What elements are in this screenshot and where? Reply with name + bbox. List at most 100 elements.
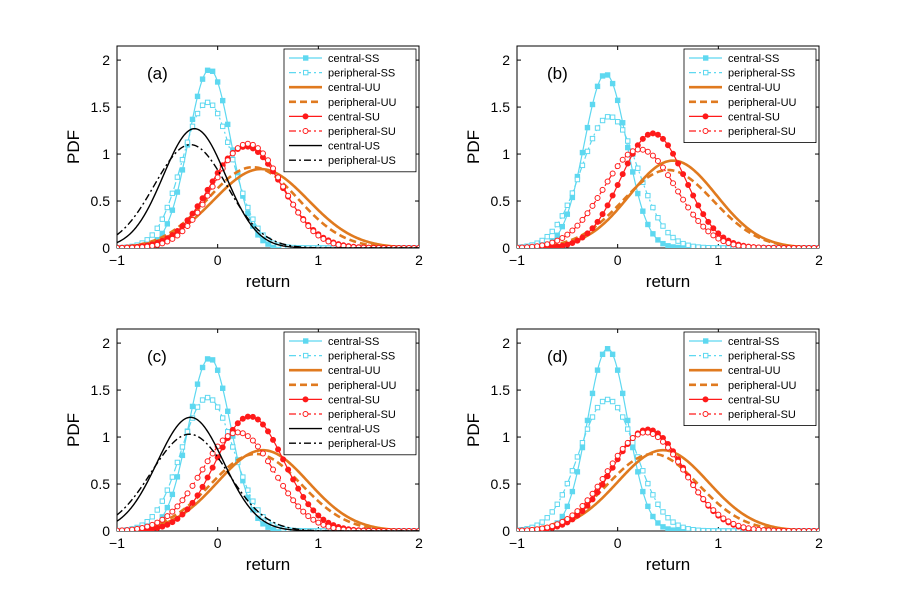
marker-peripheral-SU [609,460,616,467]
y-tick-label: 0 [102,240,110,256]
marker-central-SS [204,356,211,362]
marker-peripheral-SU [285,192,292,199]
marker-peripheral-SS [144,237,150,243]
marker-central-SS [164,504,171,511]
marker-peripheral-SU [209,183,216,190]
marker-peripheral-SU [624,151,631,158]
legend-entry: central-UU [728,82,781,94]
marker-peripheral-SS [589,135,596,142]
marker-peripheral-SS [604,114,611,120]
panel-label: (b) [547,64,568,83]
marker-peripheral-SS [655,501,661,507]
marker-peripheral-SS [169,474,176,480]
marker-peripheral-SS [599,398,606,405]
legend-entry: central-UU [328,365,381,377]
legend-marker [303,69,309,76]
marker-peripheral-SU [659,164,666,171]
marker-peripheral-SU [330,524,337,531]
y-tick-label: 1.5 [91,99,111,115]
marker-central-SU [695,202,702,209]
marker-central-SU [234,420,241,427]
marker-central-SS [169,207,176,213]
marker-peripheral-SS [655,215,661,221]
marker-central-SU [579,234,586,241]
marker-central-SU [685,181,692,188]
legend-entry: peripheral-SU [728,126,796,138]
marker-peripheral-SU [735,242,742,248]
marker-peripheral-SU [805,527,812,531]
legend-entry: peripheral-SU [328,409,396,421]
marker-peripheral-SU [345,527,352,531]
marker-peripheral-SU [124,527,131,531]
marker-peripheral-SU [315,519,322,526]
marker-peripheral-SU [320,521,327,528]
marker-peripheral-SS [554,501,560,507]
plot-area [117,67,419,248]
marker-peripheral-SU [810,527,817,531]
marker-peripheral-SS [630,440,636,446]
marker-central-SU [574,237,581,244]
marker-peripheral-SU [589,202,596,209]
x-tick-label: 1 [714,252,722,268]
marker-central-SU [300,493,307,500]
marker-central-SS [594,367,601,373]
marker-peripheral-SU [259,450,266,457]
marker-central-SU [295,485,302,492]
marker-peripheral-SS [705,528,711,531]
marker-peripheral-SU [517,244,520,248]
marker-peripheral-SS [564,202,571,208]
marker-peripheral-SU [579,503,586,510]
marker-peripheral-SS [589,414,596,420]
marker-peripheral-SU [194,474,201,481]
marker-peripheral-SS [199,397,206,403]
marker-central-SS [589,101,596,108]
marker-peripheral-SU [695,218,702,225]
marker-central-SS [609,351,616,358]
marker-central-SS [164,221,171,227]
marker-central-SS [665,526,671,531]
marker-peripheral-SU [519,244,526,248]
marker-central-SS [225,408,231,414]
panel-2: −1 0 1 200.511.52returnPDF(c)central-SSperi… [64,328,423,574]
marker-peripheral-SU [659,438,666,445]
marker-peripheral-SU [690,482,697,489]
marker-central-SS [635,190,641,197]
marker-peripheral-SU [254,145,261,152]
marker-peripheral-SU [695,489,702,496]
marker-peripheral-SU [604,178,611,185]
marker-peripheral-SS [680,240,686,247]
marker-peripheral-SS [559,213,565,219]
marker-peripheral-SU [169,235,176,242]
marker-peripheral-SS [179,444,186,450]
legend-entry: peripheral-UU [328,97,397,109]
x-tick-label: 2 [415,535,423,551]
marker-central-SS [174,474,181,480]
marker-peripheral-SS [220,123,226,130]
marker-peripheral-SU [229,150,236,157]
marker-central-SU [184,217,191,224]
marker-central-SU [559,242,566,248]
legend-entry: peripheral-SU [328,126,396,138]
marker-peripheral-SU [680,196,687,203]
marker-peripheral-SS [204,99,211,106]
legend-marker [703,69,709,76]
marker-peripheral-SU [584,497,591,504]
marker-central-SS [214,79,221,85]
marker-central-SU [199,483,206,490]
marker-peripheral-SS [715,245,722,248]
marker-peripheral-SU [639,429,646,436]
x-tick-label: 1 [314,252,322,268]
marker-central-SU [254,416,261,423]
marker-peripheral-SU [599,186,606,193]
marker-peripheral-SS [620,414,626,420]
marker-peripheral-SU [164,513,171,520]
marker-central-SS [630,169,636,175]
marker-central-SS [645,503,651,510]
marker-peripheral-SS [574,176,581,183]
marker-peripheral-SS [710,245,716,248]
marker-peripheral-SU [639,146,646,153]
marker-peripheral-SU [534,243,541,248]
marker-peripheral-SU [644,148,651,155]
marker-central-SS [594,83,601,90]
